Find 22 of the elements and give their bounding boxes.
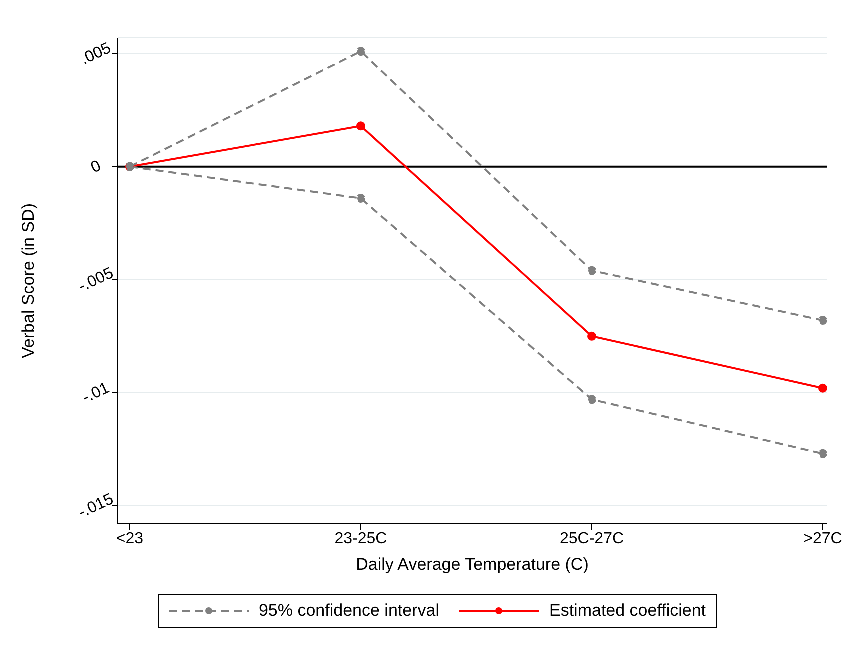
- y-tick-label: -.01: [80, 380, 112, 407]
- y-axis-title: Verbal Score (in SD): [19, 204, 38, 358]
- x-tick-label: 25C-27C: [560, 530, 624, 548]
- x-tick-label: >27C: [804, 530, 842, 548]
- point: [588, 332, 596, 341]
- legend-label: 95% confidence interval: [258, 601, 440, 621]
- x-tick-label: <23: [116, 530, 144, 548]
- point: [818, 316, 828, 326]
- point: [588, 395, 596, 404]
- x-axis-title: Daily Average Temperature (C): [356, 555, 589, 574]
- point: [588, 266, 596, 276]
- point: [356, 122, 366, 131]
- point: [818, 384, 828, 393]
- y-tick-label: -.005: [76, 264, 116, 296]
- y-tick-label: .005: [78, 40, 114, 69]
- x-tick-label: 23-25C: [334, 530, 388, 548]
- legend-label: Estimated coefficient: [549, 601, 706, 621]
- y-tick-label: -.015: [76, 490, 116, 522]
- point: [356, 47, 366, 56]
- point: [818, 449, 828, 458]
- point: [356, 194, 366, 203]
- y-tick-label: 0: [88, 158, 104, 177]
